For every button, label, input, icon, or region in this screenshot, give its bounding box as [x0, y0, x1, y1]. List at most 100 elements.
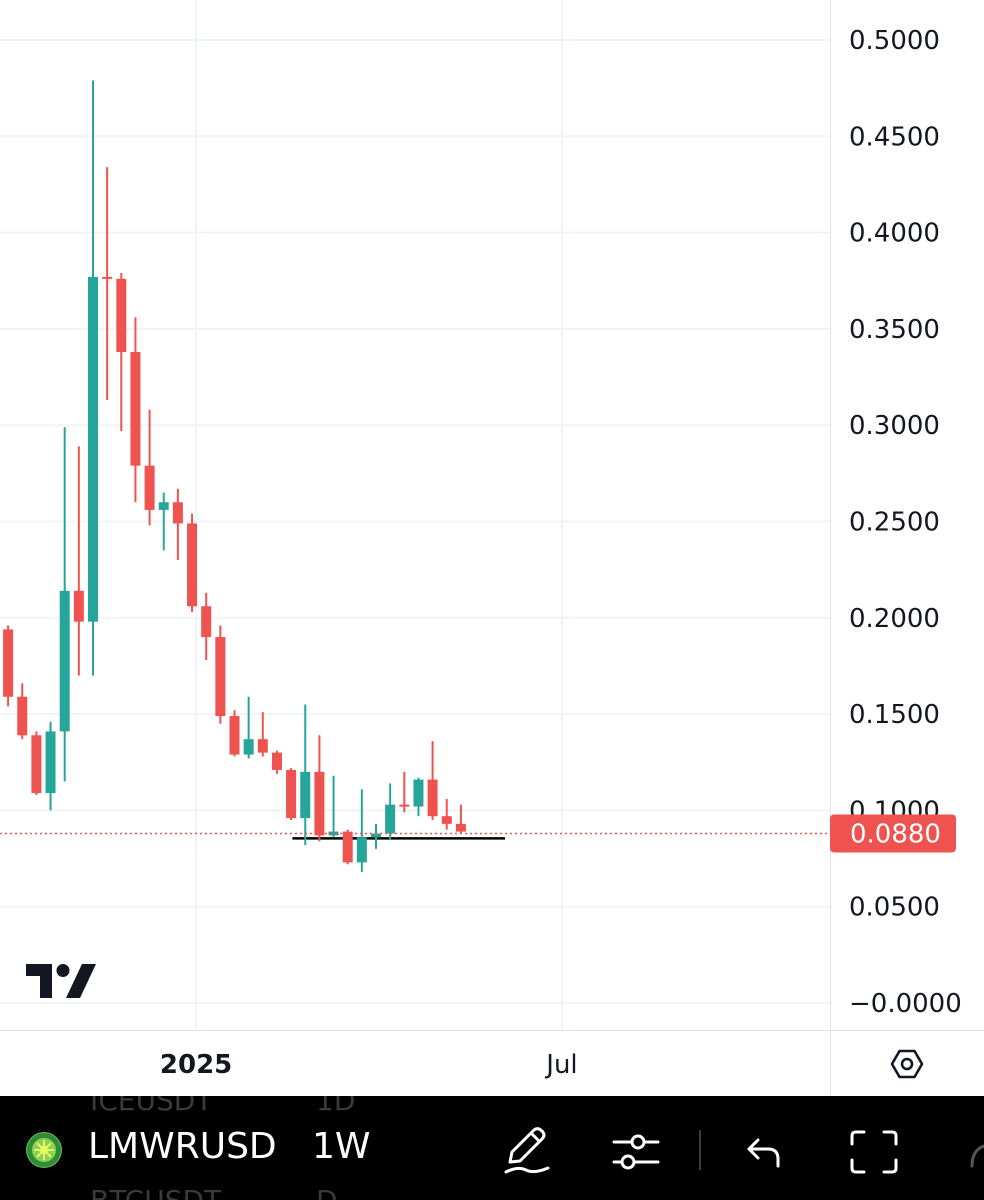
- candle-up: [300, 704, 311, 846]
- candle-up: [356, 789, 367, 873]
- candle-down: [187, 513, 198, 613]
- candle-down: [427, 741, 438, 821]
- ghost-symbol-below: BTCUSDT: [90, 1184, 221, 1200]
- last-price-label: 0.0880: [850, 820, 941, 850]
- candle-up: [385, 783, 396, 840]
- candle-body: [158, 502, 169, 510]
- candle-up: [158, 492, 169, 551]
- candle-up: [88, 80, 98, 676]
- toolbar-divider: [699, 1130, 701, 1170]
- candle-body: [243, 739, 254, 755]
- candle-up: [243, 696, 254, 759]
- candle-body: [328, 831, 339, 836]
- fullscreen-icon[interactable]: [848, 1128, 900, 1176]
- candle-down: [130, 317, 141, 503]
- candle-down: [441, 798, 452, 830]
- candle-body: [215, 637, 226, 717]
- candle-up: [413, 777, 424, 817]
- price-tick-label: 0.5000: [849, 26, 940, 56]
- candle-body: [356, 837, 367, 863]
- candle-body: [257, 739, 268, 753]
- candle-down: [271, 750, 282, 774]
- last-price-badge: 0.0880: [830, 814, 956, 853]
- hexagon-settings-icon[interactable]: [890, 1049, 924, 1079]
- candle-body: [116, 278, 127, 353]
- candle-body: [187, 523, 198, 607]
- candle-body: [144, 465, 155, 510]
- candle-down: [399, 771, 410, 813]
- candle-down: [201, 592, 212, 661]
- candle-body: [201, 606, 212, 638]
- candle-down: [257, 712, 268, 757]
- candle-body: [314, 771, 325, 836]
- candle-body: [17, 696, 28, 736]
- candle-body: [271, 752, 282, 770]
- price-tick-label: 0.0500: [849, 893, 940, 923]
- candle-down: [3, 625, 14, 707]
- time-axis[interactable]: 2025 Jul: [160, 1050, 578, 1080]
- candle-body: [3, 629, 14, 697]
- tradingview-logo: [26, 964, 96, 998]
- candle-body: [172, 502, 183, 524]
- candle-body: [102, 276, 113, 279]
- candle-down: [215, 625, 226, 724]
- candle-up: [59, 427, 70, 782]
- candle-down: [172, 488, 183, 561]
- candles: [3, 80, 466, 873]
- symbol-logo-icon[interactable]: [26, 1132, 62, 1168]
- symbol-name[interactable]: LMWRUSDT: [88, 1126, 276, 1167]
- candle-body: [371, 833, 381, 838]
- candle-down: [116, 273, 127, 431]
- candle-down: [229, 710, 240, 757]
- undo-icon[interactable]: [744, 1134, 784, 1170]
- candle-body: [229, 716, 240, 755]
- candle-body: [88, 276, 98, 622]
- candle-body: [399, 804, 410, 807]
- price-axis[interactable]: 0.5000 0.4500 0.4000 0.3500 0.3000 0.2500 0.20…: [849, 26, 962, 1019]
- candle-up: [371, 823, 381, 849]
- time-tick-label: 2025: [160, 1050, 232, 1080]
- price-tick-label: 0.3500: [849, 315, 940, 345]
- candle-down: [314, 735, 325, 842]
- ghost-interval-below: D: [316, 1184, 338, 1200]
- candle-body: [130, 352, 141, 466]
- candle-body: [385, 804, 396, 834]
- candle-up: [328, 775, 339, 838]
- price-tick-label: 0.2000: [849, 604, 940, 634]
- candle-down: [286, 768, 297, 821]
- candle-body: [45, 731, 56, 794]
- chart-grid: [0, 0, 830, 1030]
- candle-up: [45, 721, 56, 811]
- candle-down: [455, 804, 466, 834]
- ghost-symbol-above: ICEUSDT: [90, 1096, 213, 1117]
- ghost-interval-above: 1D: [316, 1096, 356, 1117]
- candle-body: [455, 823, 466, 832]
- candle-body: [286, 769, 297, 819]
- candle-down: [144, 409, 155, 526]
- time-tick-label: Jul: [544, 1050, 577, 1080]
- price-chart[interactable]: 0.5000 0.4500 0.4000 0.3500 0.3000 0.2500 0.20…: [0, 0, 984, 1096]
- candle-body: [31, 735, 42, 794]
- candle-down: [102, 167, 113, 401]
- bottom-toolbar: ICEUSDT 1D BTCUSDT D LMWRUSDT 1W: [0, 1096, 984, 1200]
- price-tick-label: 0.2500: [849, 508, 940, 538]
- candle-down: [342, 829, 353, 865]
- candle-body: [413, 779, 424, 807]
- price-tick-label: 0.4000: [849, 219, 940, 249]
- candle-down: [17, 683, 28, 740]
- interval-selector[interactable]: 1W: [312, 1126, 371, 1167]
- candle-body: [342, 831, 353, 863]
- sliders-icon[interactable]: [610, 1130, 662, 1174]
- candle-down: [73, 446, 84, 676]
- candle-body: [59, 590, 70, 732]
- candle-body: [427, 779, 438, 817]
- price-tick-label: 0.1500: [849, 700, 940, 730]
- price-tick-label: 0.3000: [849, 411, 940, 441]
- candle-body: [441, 816, 452, 824]
- price-tick-label: 0.4500: [849, 122, 940, 152]
- price-tick-label: −0.0000: [849, 989, 962, 1019]
- candle-down: [31, 731, 42, 795]
- candle-body: [300, 771, 311, 819]
- more-icon[interactable]: [964, 1140, 984, 1170]
- pencil-icon[interactable]: [500, 1124, 556, 1176]
